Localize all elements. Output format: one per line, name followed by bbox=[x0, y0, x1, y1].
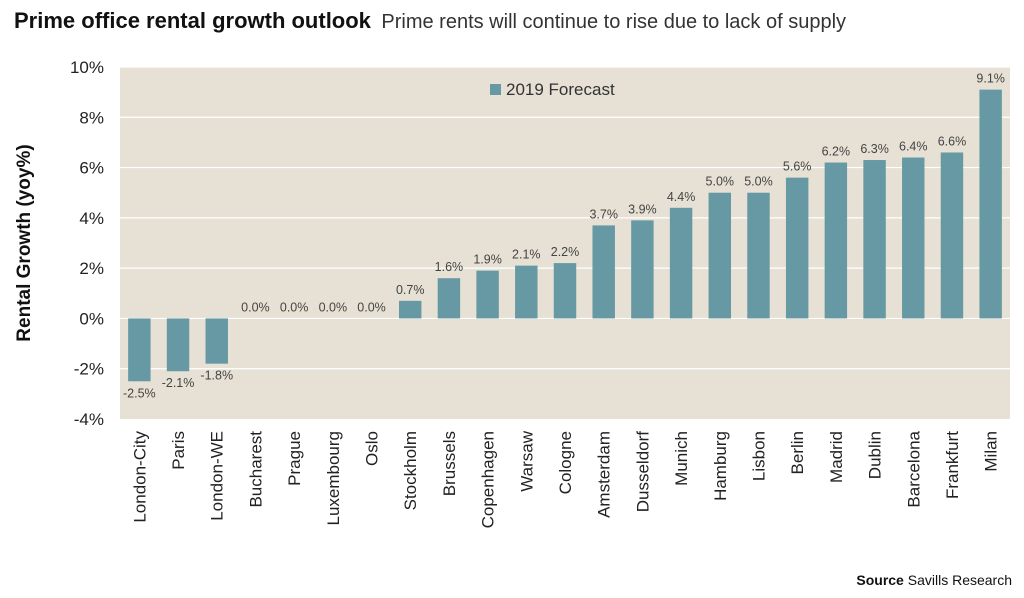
data-label: 6.2% bbox=[822, 145, 851, 159]
data-label: -2.1% bbox=[162, 376, 195, 390]
x-tick-label: Prague bbox=[285, 431, 304, 486]
legend-swatch bbox=[490, 84, 501, 95]
x-tick-label: Stockholm bbox=[401, 431, 420, 510]
x-tick-label: Milan bbox=[982, 431, 1001, 472]
data-label: 3.7% bbox=[589, 207, 618, 221]
data-label: 5.6% bbox=[783, 160, 812, 174]
data-label: 0.0% bbox=[357, 300, 386, 314]
bar bbox=[979, 89, 1002, 319]
bar bbox=[515, 265, 538, 319]
data-label: 9.1% bbox=[976, 72, 1005, 86]
y-tick-label: -2% bbox=[74, 360, 104, 379]
data-label: 2.2% bbox=[551, 245, 580, 259]
data-label: 5.0% bbox=[706, 175, 735, 189]
data-label: 0.0% bbox=[241, 300, 270, 314]
plot-background bbox=[120, 67, 1010, 419]
y-tick-label: 8% bbox=[79, 108, 104, 127]
y-axis-title: Rental Growth (yoy%) bbox=[14, 144, 35, 341]
bar bbox=[166, 318, 190, 372]
y-tick-label: 6% bbox=[79, 159, 104, 178]
chart-header: Prime office rental growth outlook Prime… bbox=[14, 8, 1014, 34]
data-label: 4.4% bbox=[667, 190, 696, 204]
bar bbox=[437, 278, 461, 319]
data-label: 6.6% bbox=[938, 134, 967, 148]
bar bbox=[592, 225, 615, 319]
bar bbox=[940, 152, 964, 319]
x-tick-label: Brussels bbox=[440, 431, 459, 496]
data-label: 0.0% bbox=[280, 300, 309, 314]
x-tick-label: Munich bbox=[672, 431, 691, 486]
x-tick-label: Lisbon bbox=[749, 431, 768, 481]
x-tick-label: Madrid bbox=[827, 431, 846, 483]
x-tick-label: Amsterdam bbox=[595, 431, 614, 518]
bar bbox=[669, 207, 693, 319]
x-tick-label: Barcelona bbox=[904, 430, 923, 507]
data-label: 0.7% bbox=[396, 283, 425, 297]
x-tick-label: London-WE bbox=[208, 431, 227, 521]
source-text: Savills Research bbox=[907, 572, 1012, 588]
data-label: 1.9% bbox=[473, 253, 502, 267]
y-tick-label: 0% bbox=[79, 309, 104, 328]
data-label: -1.8% bbox=[200, 369, 233, 383]
data-label: 3.9% bbox=[628, 202, 657, 216]
x-tick-label: Warsaw bbox=[517, 430, 536, 491]
bar bbox=[863, 160, 886, 319]
source-label: Source bbox=[856, 572, 904, 588]
data-label: 1.6% bbox=[435, 260, 464, 274]
bar bbox=[785, 177, 809, 319]
y-tick-label: 4% bbox=[79, 209, 104, 228]
data-label: 0.0% bbox=[319, 300, 348, 314]
data-label: -2.5% bbox=[123, 386, 156, 400]
data-label: 6.3% bbox=[860, 142, 889, 156]
x-tick-label: Dublin bbox=[866, 431, 885, 479]
data-label: 6.4% bbox=[899, 140, 928, 154]
x-tick-label: Berlin bbox=[788, 431, 807, 474]
x-tick-label: Frankfurt bbox=[943, 431, 962, 499]
y-tick-label: -4% bbox=[74, 410, 104, 429]
x-tick-label: Luxembourg bbox=[324, 431, 343, 526]
x-tick-label: Dusseldorf bbox=[633, 431, 652, 513]
bar bbox=[398, 300, 422, 319]
y-tick-label: 10% bbox=[70, 58, 104, 77]
x-tick-label: London-City bbox=[130, 431, 149, 523]
bar bbox=[631, 220, 654, 319]
x-tick-label: Hamburg bbox=[711, 431, 730, 501]
bar bbox=[824, 162, 848, 319]
y-tick-label: 2% bbox=[79, 259, 104, 278]
bar bbox=[902, 157, 925, 319]
bar bbox=[708, 192, 732, 319]
data-label: 5.0% bbox=[744, 175, 773, 189]
chart-subtitle: Prime rents will continue to rise due to… bbox=[381, 11, 847, 33]
data-label: 2.1% bbox=[512, 248, 541, 262]
x-tick-label: Copenhagen bbox=[479, 431, 498, 528]
x-tick-label: Cologne bbox=[556, 431, 575, 494]
bar bbox=[205, 318, 228, 364]
x-tick-label: Oslo bbox=[363, 431, 382, 466]
bar bbox=[553, 263, 577, 319]
legend-label: 2019 Forecast bbox=[506, 80, 615, 99]
bar bbox=[747, 192, 770, 319]
bar bbox=[128, 318, 151, 382]
bar bbox=[476, 270, 499, 319]
source-note: Source Savills Research bbox=[856, 572, 1012, 588]
chart-title: Prime office rental growth outlook bbox=[14, 8, 371, 33]
bar-chart: -4% -2% 0% 2% 4% 6% 8% 10% Rental Growth (yoy%) -… bbox=[14, 58, 1010, 528]
x-tick-label: Paris bbox=[169, 431, 188, 470]
x-tick-label: Bucharest bbox=[246, 431, 265, 508]
